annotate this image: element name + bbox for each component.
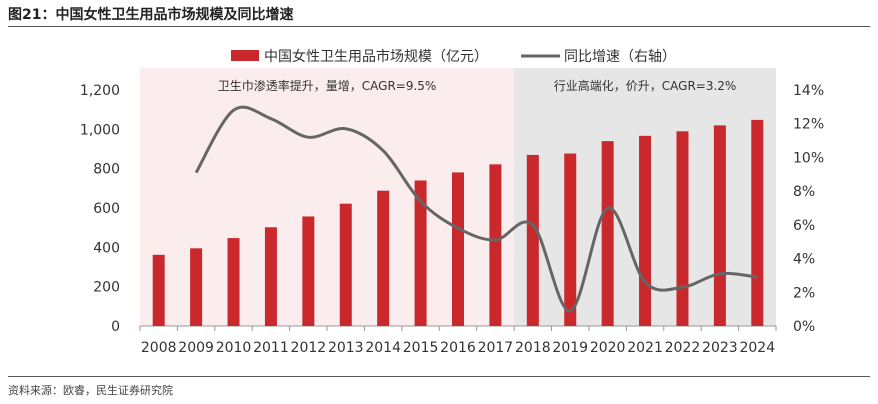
bar-2018 xyxy=(526,154,539,326)
bar-2013 xyxy=(339,203,352,326)
left-axis-tick: 400 xyxy=(93,240,120,256)
x-axis-label: 2017 xyxy=(478,340,514,356)
x-axis-label: 2022 xyxy=(665,340,701,356)
bar-2009 xyxy=(190,248,203,326)
period-band-1 xyxy=(140,68,515,326)
right-axis-tick: 8% xyxy=(793,184,815,200)
legend-bar-swatch xyxy=(231,50,259,61)
bar-2014 xyxy=(377,190,390,326)
left-axis-tick: 1,000 xyxy=(80,122,120,138)
x-axis-label: 2010 xyxy=(216,340,252,356)
bar-2015 xyxy=(414,180,427,326)
legend-line-label: 同比增速（右轴） xyxy=(564,49,676,65)
x-axis-label: 2008 xyxy=(141,340,177,356)
bar-2017 xyxy=(489,164,502,326)
right-axis-tick: 2% xyxy=(793,285,815,301)
x-axis-label: 2016 xyxy=(440,340,476,356)
bar-2020 xyxy=(601,141,614,326)
right-axis-tick: 0% xyxy=(793,319,815,335)
bar-2022 xyxy=(676,131,689,326)
bar-2008 xyxy=(152,254,165,326)
chart: 0 200 400 600 800 1,000 1,200 0% 2% 4% 6% 8% 10% 12% 1… xyxy=(80,48,824,356)
bar-2021 xyxy=(639,135,652,326)
x-axis-label: 2020 xyxy=(590,340,626,356)
left-axis-tick: 600 xyxy=(93,201,120,217)
x-axis-label: 2019 xyxy=(552,340,588,356)
bar-2023 xyxy=(713,125,726,327)
x-axis-label: 2024 xyxy=(739,340,775,356)
bar-2016 xyxy=(452,172,464,326)
x-axis-label: 2009 xyxy=(178,340,214,356)
bar-2019 xyxy=(564,153,577,326)
footer-divider xyxy=(8,376,870,377)
bar-2011 xyxy=(264,227,277,326)
right-axis-tick: 12% xyxy=(793,117,824,133)
x-axis-label: 2015 xyxy=(403,340,439,356)
legend-bar-label: 中国女性卫生用品市场规模（亿元） xyxy=(264,48,488,65)
bar-2024 xyxy=(751,119,764,326)
x-axis-label: 2014 xyxy=(365,340,401,356)
chart-title: 图21：中国女性卫生用品市场规模及同比增速 xyxy=(8,7,294,23)
left-axis-tick: 1,200 xyxy=(80,83,120,99)
x-axis-label: 2021 xyxy=(627,340,663,356)
source-note: 资料来源：欧睿，民生证券研究院 xyxy=(8,384,173,397)
left-axis-tick: 200 xyxy=(93,280,120,296)
right-axis-tick: 14% xyxy=(793,83,824,99)
bar-2012 xyxy=(302,216,315,326)
x-axis-label: 2011 xyxy=(253,340,289,356)
bar-2010 xyxy=(227,238,240,326)
period-annotation-1: 卫生巾渗透率提升，量增，CAGR=9.5% xyxy=(218,78,437,93)
x-axis-label: 2023 xyxy=(702,340,738,356)
x-axis-label: 2012 xyxy=(291,340,327,356)
x-axis-label: 2013 xyxy=(328,340,364,356)
left-axis-tick: 800 xyxy=(93,162,120,178)
right-axis-tick: 4% xyxy=(793,252,815,268)
x-axis-label: 2018 xyxy=(515,340,551,356)
period-annotation-2: 行业高端化，价升，CAGR=3.2% xyxy=(554,78,737,93)
left-axis-tick: 0 xyxy=(111,319,120,335)
title-divider xyxy=(8,26,870,27)
right-axis-tick: 10% xyxy=(793,150,824,166)
right-axis-tick: 6% xyxy=(793,218,815,234)
